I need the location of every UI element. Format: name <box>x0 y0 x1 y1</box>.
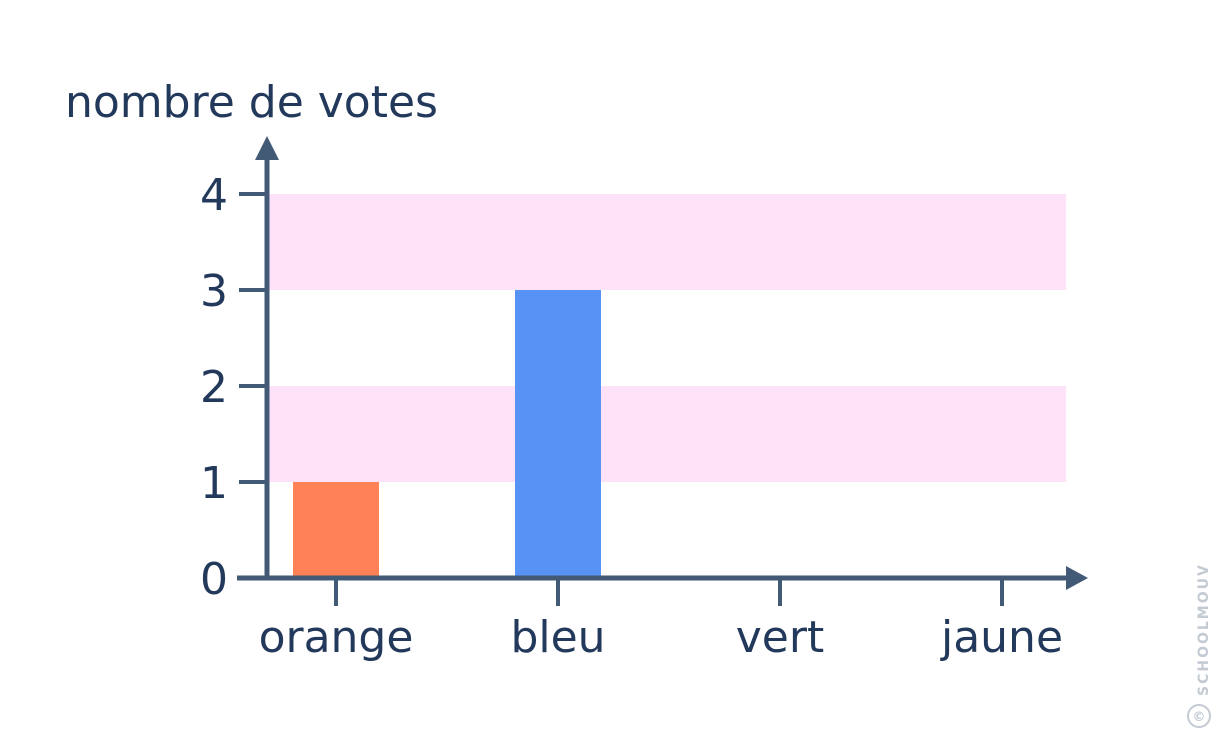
band-3-4 <box>267 194 1066 290</box>
watermark: SCHOOLMOUV © <box>1187 563 1212 728</box>
y-tick-label-0: 0 <box>200 554 228 605</box>
x-tick-label-bleu: bleu <box>510 612 605 663</box>
axes <box>237 136 1088 590</box>
band-1-2 <box>267 386 1066 482</box>
y-tick-label-2: 2 <box>200 362 228 413</box>
watermark-text: SCHOOLMOUV <box>1196 563 1212 696</box>
x-tick-label-vert: vert <box>736 612 824 663</box>
x-tick-label-jaune: jaune <box>940 612 1063 663</box>
y-tick-label-4: 4 <box>200 170 228 221</box>
bar-orange <box>293 482 379 578</box>
bars <box>293 290 601 578</box>
y-axis-arrow-icon <box>255 136 279 160</box>
x-axis-arrow-icon <box>1066 566 1088 590</box>
copyright-icon <box>1187 704 1211 728</box>
y-tick-label-1: 1 <box>200 458 228 509</box>
y-axis-title: nombre de votes <box>65 77 438 128</box>
bar-bleu <box>515 290 601 578</box>
y-ticks: 0 1 2 3 4 <box>200 170 267 605</box>
x-ticks: orange bleu vert jaune <box>259 578 1063 663</box>
background-bands <box>267 194 1066 482</box>
y-tick-label-3: 3 <box>200 266 228 317</box>
copyright-symbol: © <box>1193 710 1206 725</box>
x-tick-label-orange: orange <box>259 612 414 663</box>
